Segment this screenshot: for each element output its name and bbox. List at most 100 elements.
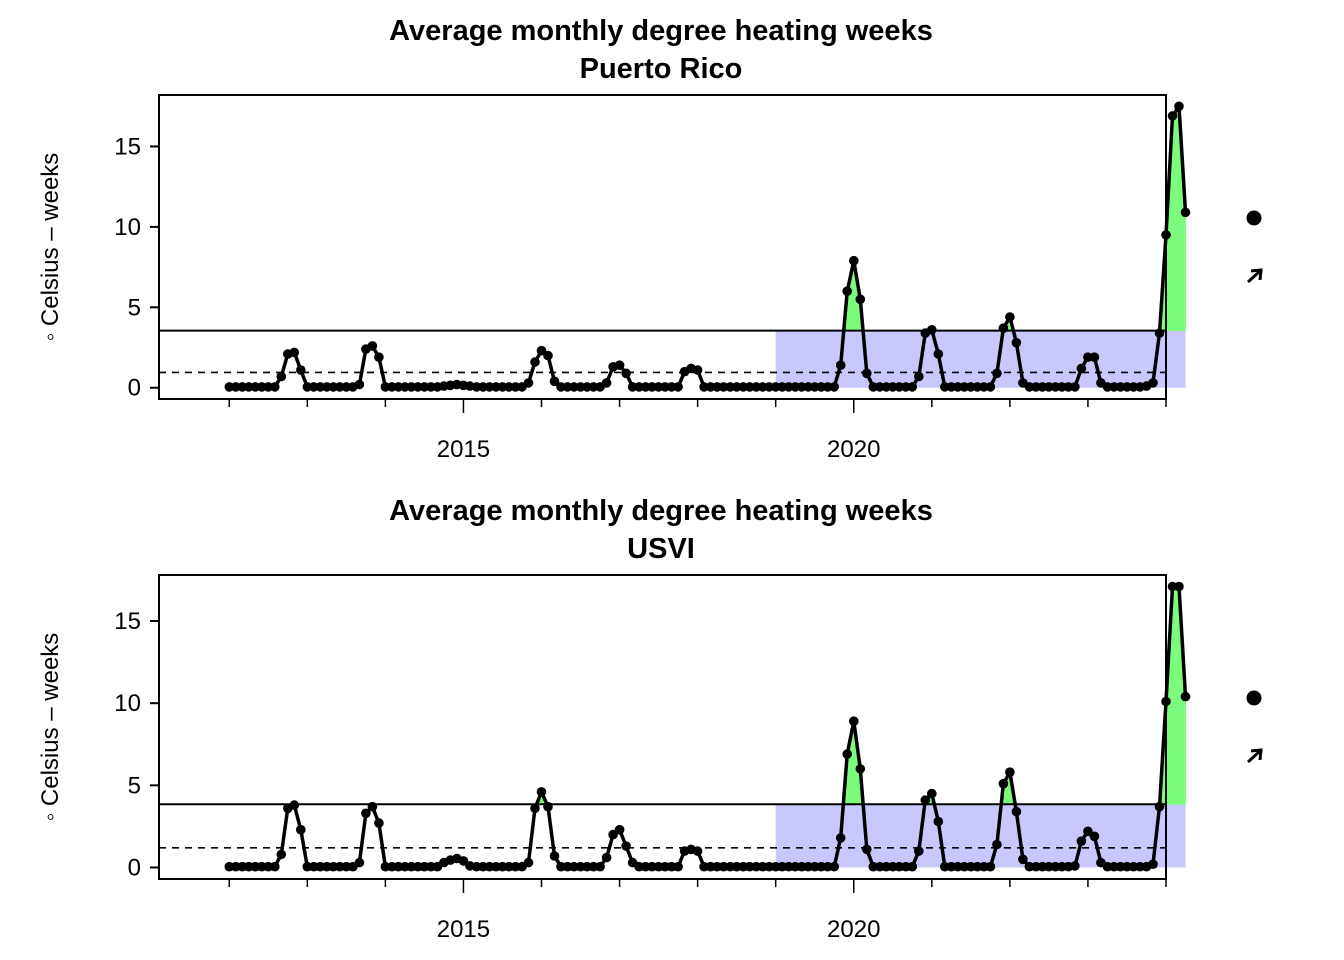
data-point <box>1076 836 1087 846</box>
data-point <box>296 824 306 835</box>
data-point <box>829 382 839 392</box>
data-point <box>1011 337 1022 348</box>
data-point <box>718 861 729 872</box>
data-point <box>855 764 866 774</box>
data-point <box>1154 801 1165 812</box>
data-point <box>966 861 976 872</box>
data-point <box>1180 207 1191 218</box>
data-point <box>543 801 553 812</box>
above-threshold-fill <box>1172 586 1180 805</box>
data-point <box>523 857 534 868</box>
data-point <box>536 787 547 797</box>
data-point <box>296 365 306 375</box>
data-point <box>927 325 937 335</box>
x-tick-label: 2020 <box>827 436 880 463</box>
data-point <box>549 851 560 861</box>
data-point <box>849 255 859 266</box>
data-point <box>588 861 599 872</box>
data-point <box>718 382 729 392</box>
data-point <box>673 382 683 392</box>
data-point <box>536 345 547 356</box>
data-point <box>374 352 384 363</box>
data-point <box>1011 806 1022 817</box>
data-point <box>341 861 352 872</box>
chart-subtitle: USVI <box>627 533 695 565</box>
plot-frame <box>158 94 1167 400</box>
data-point <box>549 376 560 387</box>
data-point <box>608 829 618 840</box>
data-point <box>341 382 352 392</box>
arrow-shaft <box>1246 269 1262 284</box>
data-point <box>361 808 371 819</box>
data-point <box>862 368 872 379</box>
data-point <box>907 382 918 392</box>
y-axis-label: ◦ Celsius – weeks <box>37 633 64 822</box>
data-point <box>835 360 846 371</box>
y-tick-label: 0 <box>128 854 141 881</box>
data-point <box>543 350 553 361</box>
chart-title: Average monthly degree heating weeks <box>389 15 933 47</box>
data-point <box>354 857 365 868</box>
data-point <box>354 379 365 390</box>
above-threshold-fill <box>1172 104 1180 332</box>
data-point <box>270 382 280 392</box>
data-point <box>601 378 612 388</box>
data-point <box>692 846 703 856</box>
filled-circle-icon <box>1246 210 1262 226</box>
y-tick-label: 15 <box>114 133 141 160</box>
chart-svg: Average monthly degree heating weeks Puer… <box>37 15 1263 463</box>
data-point <box>907 861 918 872</box>
data-point <box>927 788 937 799</box>
data-point <box>985 382 996 392</box>
data-point <box>458 856 469 866</box>
data-point <box>933 816 944 827</box>
x-tick-label: 2015 <box>437 916 490 943</box>
data-point <box>998 323 1009 334</box>
data-point <box>1005 767 1015 777</box>
y-tick-label: 0 <box>128 375 141 402</box>
chart-svg: Average monthly degree heating weeks USVI… <box>37 495 1263 943</box>
data-point <box>1018 854 1028 865</box>
data-point <box>1154 328 1165 338</box>
chart-panel-usvi: Average monthly degree heating weeks USVI… <box>0 480 1344 960</box>
data-point <box>920 795 931 805</box>
data-point <box>966 382 976 392</box>
data-point <box>855 294 866 305</box>
data-point <box>530 357 540 367</box>
data-point <box>530 803 540 814</box>
data-point <box>835 833 846 843</box>
data-point <box>1167 111 1178 121</box>
data-point <box>1148 378 1158 388</box>
data-point <box>601 852 612 863</box>
data-point <box>270 861 280 872</box>
data-point <box>621 841 631 851</box>
data-point <box>367 341 378 351</box>
chart-title: Average monthly degree heating weeks <box>389 495 933 527</box>
chart-subtitle: Puerto Rico <box>580 53 743 85</box>
data-point <box>614 360 625 371</box>
data-point <box>621 368 631 379</box>
data-point <box>998 778 1009 789</box>
y-tick-label: 5 <box>128 772 141 799</box>
y-axis-label: ◦ Celsius – weeks <box>37 153 64 342</box>
data-point <box>276 371 287 382</box>
data-point <box>1148 859 1158 869</box>
data-point <box>1083 826 1093 837</box>
arrow-shaft <box>1246 749 1262 764</box>
data-point <box>595 861 605 872</box>
arrow-head <box>1250 268 1263 281</box>
up-right-arrow-icon <box>1246 748 1263 764</box>
data-point <box>992 839 1002 850</box>
data-point <box>1174 101 1184 112</box>
arrow-head <box>1250 748 1263 761</box>
data-point <box>914 846 924 856</box>
data-point <box>849 716 859 726</box>
data-point <box>374 818 384 828</box>
data-point <box>1089 831 1100 842</box>
data-point <box>914 371 924 382</box>
data-point <box>1070 382 1080 392</box>
up-right-arrow-icon <box>1246 268 1263 284</box>
data-point <box>992 368 1002 379</box>
data-point <box>985 861 996 872</box>
